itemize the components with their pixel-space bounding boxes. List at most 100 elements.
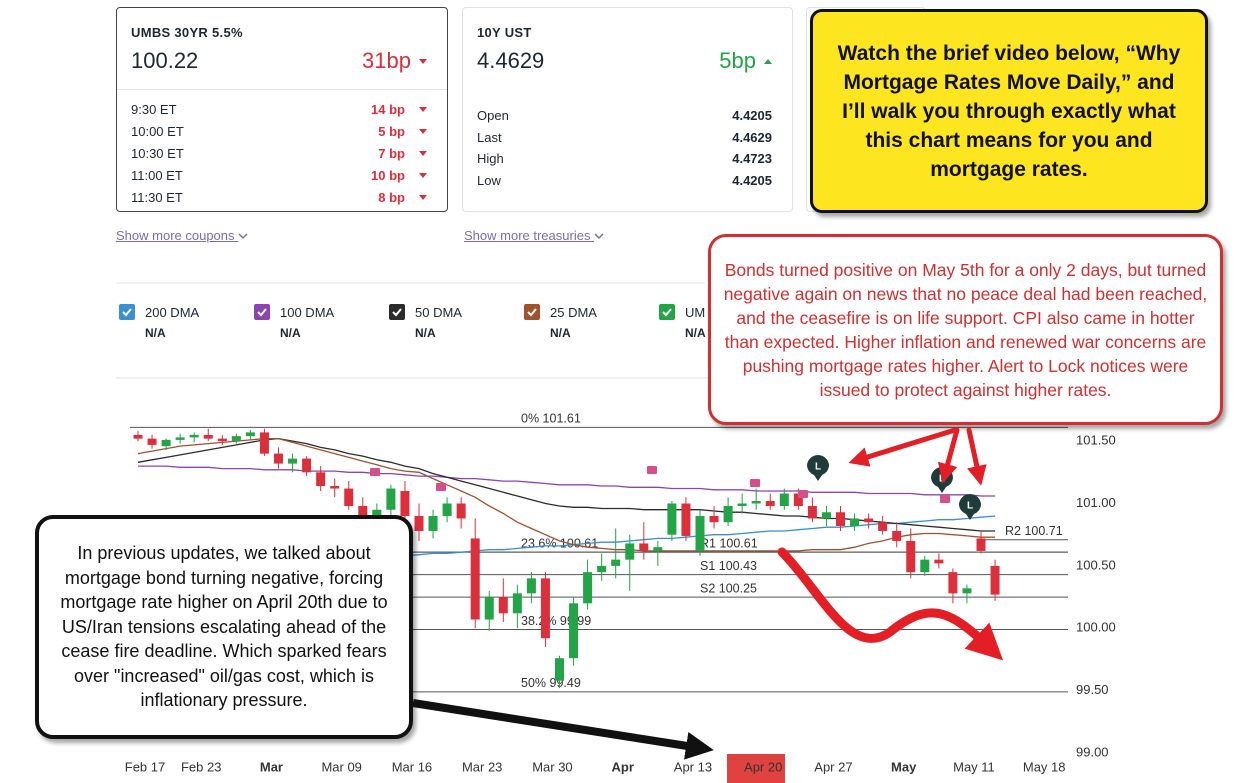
down-arrow: [419, 59, 427, 64]
level-label: R1 100.61: [700, 536, 758, 550]
row-value: 5 bp: [378, 124, 405, 139]
lock-icon: [940, 495, 950, 503]
candle-body: [990, 565, 1000, 595]
checkbox[interactable]: [524, 304, 540, 320]
x-tick-label: Apr: [612, 759, 634, 774]
check: [527, 308, 537, 317]
y-tick-label: 101.00: [1076, 495, 1116, 510]
callout-text: Bonds turned positive on May 5th for a o…: [723, 259, 1208, 400]
candle-body: [484, 597, 494, 620]
candle-body: [737, 503, 747, 507]
card-row: Open 4.4205: [477, 108, 772, 126]
arrow-shape: [419, 107, 427, 112]
x-tick-label: Mar: [260, 759, 283, 774]
y-tick-label: 99.00: [1076, 744, 1109, 759]
candle-body: [611, 559, 621, 566]
y-tick-label: 101.50: [1076, 433, 1116, 448]
candle-body: [203, 434, 213, 439]
candle-body: [231, 436, 241, 442]
candle-body: [906, 540, 916, 573]
candle-body: [779, 493, 789, 507]
y-tick-label: 100.50: [1076, 557, 1116, 572]
checkbox[interactable]: [119, 304, 135, 320]
candle-body: [175, 437, 185, 440]
candle-body: [540, 578, 550, 639]
marker-label: L: [815, 462, 821, 473]
axes: 101.50 101.00 100.50 100.00 99.50 99.00 Feb 17…: [125, 433, 1116, 775]
row-value: 14 bp: [371, 102, 405, 117]
lock-icon: [750, 479, 760, 487]
candle-body: [807, 506, 817, 519]
marker-label: L: [967, 501, 973, 512]
candle-body: [639, 543, 649, 551]
down-arrow: [419, 129, 427, 134]
row-label: 10:30 ET: [131, 146, 184, 161]
candle-body: [892, 530, 902, 541]
x-tick-label: Mar 30: [532, 759, 572, 774]
row-value: 7 bp: [378, 146, 405, 161]
show-more-link[interactable]: Show more coupons: [116, 228, 248, 243]
x-tick-label: Mar 16: [392, 759, 432, 774]
previous-callout: In previous updates, we talked about mor…: [35, 515, 413, 739]
marker-label: L: [939, 474, 945, 485]
row-value: 10 bp: [371, 168, 405, 183]
candle-body: [821, 512, 831, 519]
card-row: Low 4.4205: [477, 173, 772, 191]
check-mark: [392, 308, 402, 317]
candle-body: [316, 472, 326, 487]
show-more-link[interactable]: Show more treasuries: [464, 228, 604, 243]
checkbox[interactable]: [659, 304, 675, 320]
candle-body: [850, 518, 860, 526]
row-label: High: [477, 151, 504, 166]
row-value: 4.4629: [732, 129, 772, 145]
candle-body: [667, 503, 677, 535]
y-tick-label: 100.00: [1076, 620, 1116, 635]
link-text[interactable]: Show more coupons: [116, 228, 235, 243]
lock-icon: [798, 490, 808, 498]
candle-body: [934, 559, 944, 564]
candle-body: [864, 518, 874, 523]
candle-body: [245, 432, 255, 437]
x-tick-label: May 11: [953, 759, 995, 774]
candle-body: [302, 458, 312, 473]
down-arrow: [419, 107, 427, 112]
legend-label: 50 DMA: [415, 305, 462, 320]
chevron: [238, 233, 248, 240]
candle-body: [948, 572, 958, 594]
candle-body: [161, 439, 171, 447]
row-label: 10:00 ET: [131, 124, 184, 139]
card-price: 4.4629: [477, 48, 545, 73]
bonds-callout: Bonds turned positive on May 5th for a o…: [708, 234, 1223, 425]
candle-body: [723, 506, 733, 523]
check: [122, 308, 132, 317]
legend-value: N/A: [280, 326, 301, 340]
x-tick-label: May 18: [1023, 759, 1066, 774]
x-tick-label: Feb 23: [181, 759, 221, 774]
arrow-shape: [419, 151, 427, 156]
arrow-shape: [419, 129, 427, 134]
marker-pin: [807, 455, 829, 481]
x-tick-label: Apr 20: [744, 759, 782, 774]
candle-body: [751, 501, 761, 504]
candle-body: [414, 515, 424, 531]
candle-body: [709, 515, 719, 523]
video-callout: Watch the brief video below, “Why Mortga…: [810, 9, 1208, 213]
candle-body: [878, 522, 888, 531]
card-row: 10:00 ET 5 bp: [131, 124, 427, 142]
candle-body: [217, 438, 227, 442]
coupon-card[interactable]: UMBS 30YR 5.5% 100.22 31bp 9:30 ET 14 bp 1…: [116, 7, 448, 212]
legend-label: 25 DMA: [550, 305, 597, 320]
candle-body: [512, 593, 522, 614]
card-row: Last 4.4629: [477, 130, 772, 148]
treasury-card[interactable]: 10Y UST 4.4629 5bp Open 4.4205 Last 4.4629 H…: [462, 7, 793, 212]
card-row: 11:30 ET 8 bp: [131, 190, 427, 208]
level-label: S1 100.43: [700, 559, 757, 573]
legend-value: N/A: [550, 326, 571, 340]
candle-body: [400, 491, 410, 516]
check-mark: [527, 308, 537, 317]
card-row: 9:30 ET 14 bp: [131, 102, 427, 120]
checkbox[interactable]: [254, 304, 270, 320]
checkbox[interactable]: [389, 304, 405, 320]
link-text[interactable]: Show more treasuries: [464, 228, 591, 243]
